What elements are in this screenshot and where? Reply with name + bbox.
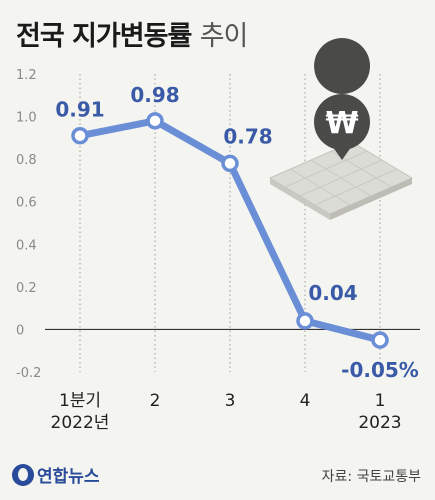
data-label-4: -0.05% (341, 358, 419, 382)
data-label-3: 0.04 (308, 281, 357, 305)
logo-text: 연합뉴스 (37, 467, 100, 487)
chart-subtitle: 추이 (199, 21, 249, 52)
y-tick-label: 0.8 (16, 153, 37, 168)
y-tick-label: 1.0 (16, 111, 37, 126)
yonhap-logo: 연합뉴스 (12, 462, 100, 487)
data-labels: 0.91 0.98 0.78 0.04 -0.05% (55, 83, 419, 382)
data-point-2 (221, 154, 239, 173)
y-tick-label: 0.4 (16, 238, 37, 253)
x-tick-label: 1 (375, 391, 386, 411)
yonhap-logo-icon (12, 463, 34, 486)
data-points (71, 112, 389, 349)
data-point-1 (146, 112, 164, 130)
y-tick-label: 0.2 (16, 281, 37, 296)
y-tick-label: -0.2 (16, 366, 41, 381)
y-tick-label: 1.2 (16, 68, 37, 83)
x-tick-label: 4 (300, 391, 311, 411)
data-point-0 (71, 126, 89, 145)
data-point-4 (371, 331, 389, 349)
y-tick-label: 0.6 (16, 196, 37, 211)
won-map-pin-icon: ₩ (268, 38, 414, 220)
source-note: 자료: 국토교통부 (321, 469, 421, 485)
x-tick-label: 2023 (358, 413, 401, 433)
y-axis-ticks: 1.2 1.0 0.8 0.6 0.4 0.2 0 -0.2 (16, 68, 41, 381)
svg-text:₩: ₩ (325, 106, 358, 141)
data-label-0: 0.91 (55, 98, 104, 122)
chart-title: 전국 지가변동률 추이 (16, 21, 249, 52)
data-label-2: 0.78 (223, 124, 272, 148)
x-tick-label: 2022년 (51, 413, 110, 433)
x-tick-label: 2 (150, 391, 161, 411)
x-tick-label: 1분기 (59, 391, 101, 411)
x-tick-label: 3 (225, 391, 236, 411)
data-point-3 (296, 312, 314, 330)
data-label-1: 0.98 (130, 83, 179, 107)
y-tick-label: 0 (16, 323, 24, 338)
